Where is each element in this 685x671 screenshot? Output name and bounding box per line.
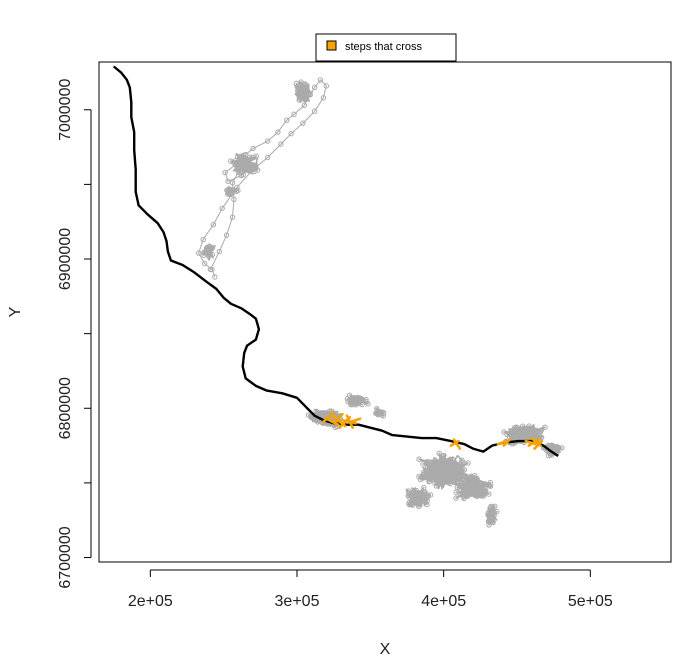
track-layer <box>196 77 565 528</box>
track-point <box>209 266 215 273</box>
crossing-step <box>524 439 538 446</box>
x-tick-label: 5e+05 <box>568 593 613 610</box>
track-point <box>278 141 284 147</box>
river-line <box>112 65 559 457</box>
track-cluster <box>455 474 492 501</box>
track-point <box>311 108 318 114</box>
track-cluster <box>405 486 432 508</box>
crossing-step <box>325 417 340 426</box>
track-point <box>250 145 256 152</box>
track-point <box>320 95 327 101</box>
track-cluster <box>226 186 239 198</box>
track-point <box>317 77 324 83</box>
track-cluster <box>230 153 259 176</box>
track-point <box>210 221 217 228</box>
crossing-step <box>349 417 362 424</box>
track-point <box>222 169 228 176</box>
x-axis-label: X <box>380 641 391 658</box>
track-cluster <box>503 423 546 446</box>
legend: steps that cross <box>315 33 457 62</box>
legend-label: steps that cross <box>345 41 423 53</box>
track-point <box>288 130 294 137</box>
crossing-step <box>452 438 462 450</box>
track-point <box>223 232 230 238</box>
track-point <box>291 111 297 117</box>
track-point <box>264 154 271 161</box>
y-tick-label: 6700000 <box>57 526 74 588</box>
crossing-step <box>449 439 460 447</box>
track-point <box>311 84 318 91</box>
crossing-step <box>496 439 509 446</box>
y-axis-label: Y <box>7 306 24 317</box>
y-axis: 6700000 6800000 6900000 7000000 <box>57 79 92 589</box>
crossing-step <box>502 438 511 447</box>
track-point <box>229 214 236 220</box>
track-point <box>225 178 231 185</box>
track-point <box>284 117 290 123</box>
track-point <box>275 129 281 135</box>
track-cluster <box>201 244 216 261</box>
y-tick-label: 6800000 <box>57 377 74 439</box>
x-tick-label: 3e+05 <box>275 593 320 610</box>
legend-swatch <box>326 40 337 51</box>
track-point <box>453 495 459 501</box>
track-point <box>201 260 208 267</box>
track-point <box>196 250 202 256</box>
crossing-step <box>533 439 544 450</box>
x-tick-label: 2e+05 <box>128 593 173 610</box>
track-point <box>200 236 206 243</box>
track-point <box>421 484 427 491</box>
track-point <box>264 138 271 144</box>
track-cluster <box>418 452 469 490</box>
river-layer <box>112 65 559 457</box>
x-tick-label: 4e+05 <box>421 593 466 610</box>
track-point <box>323 83 330 89</box>
track-cluster <box>373 407 385 418</box>
track-line <box>198 79 327 278</box>
crossing-step <box>345 414 355 429</box>
plot-frame <box>98 61 672 563</box>
crossing-step <box>333 412 344 424</box>
track-point <box>212 274 218 280</box>
y-tick-label: 7000000 <box>57 79 74 141</box>
y-tick-label: 6900000 <box>57 228 74 290</box>
legend-box <box>315 33 457 62</box>
track-cluster <box>346 394 369 406</box>
track-cluster <box>294 81 313 102</box>
track-cluster <box>486 504 498 526</box>
track-point <box>231 196 237 203</box>
x-axis: 2e+05 3e+05 4e+05 5e+05 <box>128 569 613 610</box>
track-point <box>300 120 306 126</box>
track-point <box>465 460 471 466</box>
track-point <box>216 248 222 255</box>
track-point <box>219 205 225 211</box>
crossing-step <box>322 411 335 424</box>
crossing-layer <box>322 411 544 450</box>
track-point <box>301 102 308 108</box>
